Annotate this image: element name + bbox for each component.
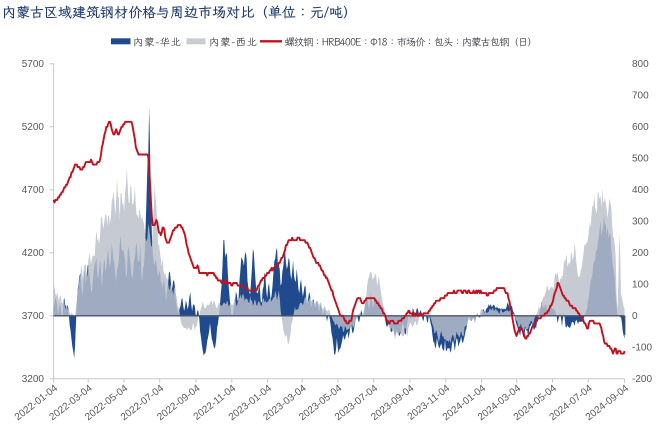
svg-text:300: 300 [632, 217, 649, 228]
svg-text:3700: 3700 [22, 311, 45, 322]
svg-text:100: 100 [632, 280, 649, 291]
svg-text:-200: -200 [632, 374, 652, 385]
svg-text:内蒙-西北: 内蒙-西北 [209, 35, 257, 49]
svg-text:内蒙-华北: 内蒙-华北 [133, 35, 181, 49]
svg-text:800: 800 [632, 59, 649, 70]
svg-text:5200: 5200 [22, 122, 45, 133]
svg-text:0: 0 [632, 311, 638, 322]
svg-text:4200: 4200 [22, 248, 45, 259]
svg-text:600: 600 [632, 122, 649, 133]
svg-text:200: 200 [632, 248, 649, 259]
svg-text:3200: 3200 [22, 374, 45, 385]
svg-text:400: 400 [632, 185, 649, 196]
svg-text:-100: -100 [632, 343, 652, 354]
svg-text:螺纹钢：HRB400E：Φ18：市场价：包头：内蒙古包钢（日: 螺纹钢：HRB400E：Φ18：市场价：包头：内蒙古包钢（日） [285, 35, 538, 49]
svg-text:4700: 4700 [22, 185, 45, 196]
svg-text:700: 700 [632, 91, 649, 102]
svg-text:5700: 5700 [22, 59, 45, 70]
svg-text:500: 500 [632, 154, 649, 165]
